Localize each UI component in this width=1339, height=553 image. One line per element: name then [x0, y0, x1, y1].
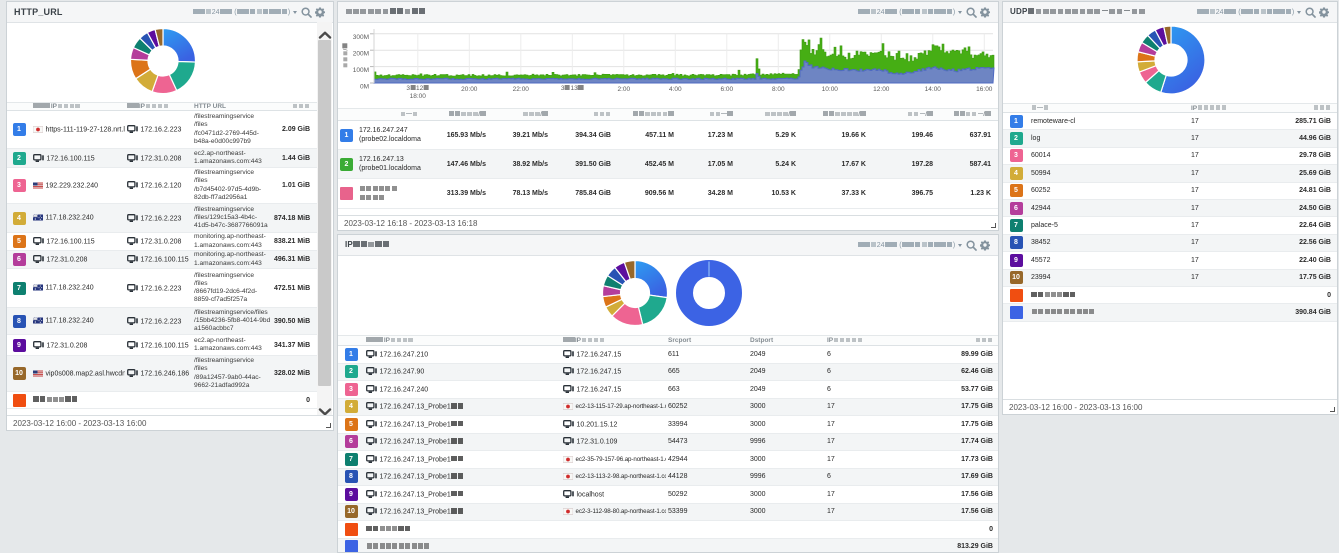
svg-text:200M: 200M [353, 51, 369, 58]
svg-text:22:00: 22:00 [513, 86, 530, 93]
svg-text:20:00: 20:00 [461, 86, 478, 93]
svg-text:6:00: 6:00 [720, 86, 733, 93]
svg-text:8:00: 8:00 [772, 86, 785, 93]
svg-text:12:00: 12:00 [873, 86, 890, 93]
svg-text:16:00: 16:00 [976, 86, 993, 93]
svg-text:2:00: 2:00 [617, 86, 630, 93]
svg-text:300M: 300M [353, 34, 369, 41]
svg-text:0M: 0M [360, 83, 369, 90]
svg-text:10:00: 10:00 [822, 86, 839, 93]
svg-text:4:00: 4:00 [669, 86, 682, 93]
svg-text:100M: 100M [353, 67, 369, 74]
svg-text:14:00: 14:00 [925, 86, 942, 93]
